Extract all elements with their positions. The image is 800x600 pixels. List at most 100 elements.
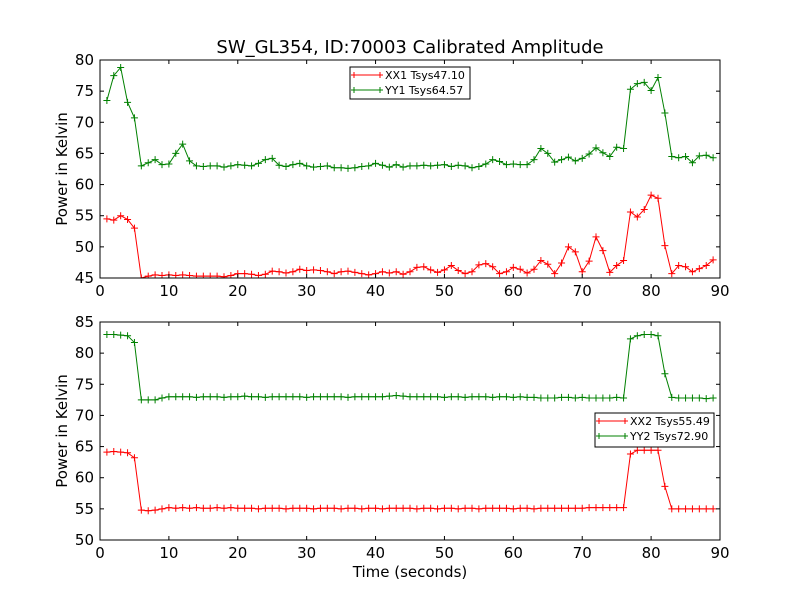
data-point	[420, 263, 428, 271]
data-point	[130, 114, 138, 122]
data-point	[675, 262, 683, 270]
x-tick-label: 30	[297, 544, 316, 562]
data-point	[385, 392, 393, 400]
data-point	[385, 163, 393, 171]
data-point	[254, 505, 262, 513]
data-point	[103, 448, 111, 456]
data-point	[275, 504, 283, 512]
data-point	[330, 270, 338, 278]
data-point	[496, 270, 504, 278]
data-point	[358, 393, 366, 401]
chart-title: SW_GL354, ID:70003 Calibrated Amplitude	[216, 37, 603, 58]
data-point	[199, 504, 207, 512]
data-point	[268, 267, 276, 275]
data-point	[620, 394, 628, 402]
data-point	[509, 263, 517, 271]
data-point	[406, 393, 414, 401]
x-tick-label: 80	[642, 544, 661, 562]
data-point	[523, 269, 531, 277]
data-point	[137, 162, 145, 170]
data-point	[358, 163, 366, 171]
data-point	[199, 272, 207, 278]
data-point	[502, 161, 510, 169]
data-point	[372, 504, 380, 512]
data-point	[117, 212, 125, 220]
data-point	[151, 156, 159, 164]
data-point	[130, 224, 138, 232]
data-point	[172, 393, 180, 401]
data-point	[688, 159, 696, 167]
data-point	[640, 330, 648, 338]
data-point	[296, 393, 304, 401]
data-point	[447, 163, 455, 171]
data-point	[220, 393, 228, 401]
data-point	[620, 504, 628, 512]
data-point	[461, 162, 469, 170]
x-tick-label: 80	[642, 282, 661, 300]
data-point	[220, 273, 228, 278]
data-point	[661, 482, 669, 490]
data-point	[427, 266, 435, 274]
data-point	[289, 504, 297, 512]
data-point	[261, 504, 269, 512]
data-point	[709, 394, 717, 402]
y-tick-label: 65	[75, 438, 94, 456]
data-point	[316, 504, 324, 512]
data-point	[248, 270, 256, 278]
x-tick-label: 10	[159, 282, 178, 300]
data-point	[248, 393, 256, 401]
data-point	[558, 156, 566, 164]
data-point	[475, 393, 483, 401]
data-point	[206, 272, 214, 278]
data-point	[626, 335, 634, 343]
data-point	[695, 394, 703, 402]
data-point	[316, 393, 324, 401]
data-point	[496, 158, 504, 166]
data-point	[516, 504, 524, 512]
data-point	[268, 504, 276, 512]
data-point	[137, 506, 145, 514]
data-point	[502, 393, 510, 401]
data-point	[241, 392, 249, 400]
legend-box	[594, 412, 715, 448]
data-point	[468, 164, 476, 172]
data-point	[337, 268, 345, 276]
series-2	[103, 63, 717, 172]
data-point	[227, 393, 235, 401]
data-point	[571, 157, 579, 165]
data-point	[709, 154, 717, 162]
data-point	[289, 161, 297, 169]
x-tick-label: 40	[366, 544, 385, 562]
data-point	[110, 330, 118, 338]
data-point	[192, 393, 200, 401]
data-point	[241, 504, 249, 512]
series-2	[103, 330, 717, 404]
data-point	[158, 505, 166, 513]
data-point	[564, 153, 572, 161]
data-point	[633, 80, 641, 88]
data-point	[282, 505, 290, 513]
data-point	[475, 505, 483, 513]
data-point	[268, 393, 276, 401]
data-point	[378, 161, 386, 169]
data-point	[337, 164, 345, 172]
data-point	[275, 393, 283, 401]
data-point	[688, 268, 696, 276]
data-point	[606, 394, 614, 402]
data-point	[440, 504, 448, 512]
subplot-1: 0 10 20 30 40 50 60 70 80 90 45 50 55 60 65 70 75 80 Power…	[53, 51, 730, 300]
data-point	[502, 268, 510, 276]
data-point	[564, 504, 572, 512]
legend-marker	[596, 433, 602, 439]
data-point	[695, 152, 703, 160]
data-point	[427, 504, 435, 512]
data-point	[468, 268, 476, 276]
data-point	[110, 216, 118, 224]
data-point	[537, 257, 545, 265]
data-point	[179, 393, 187, 401]
x-tick-label: 20	[228, 544, 247, 562]
data-point	[592, 504, 600, 512]
data-point	[337, 505, 345, 513]
data-point	[103, 96, 111, 104]
data-point	[544, 260, 552, 268]
